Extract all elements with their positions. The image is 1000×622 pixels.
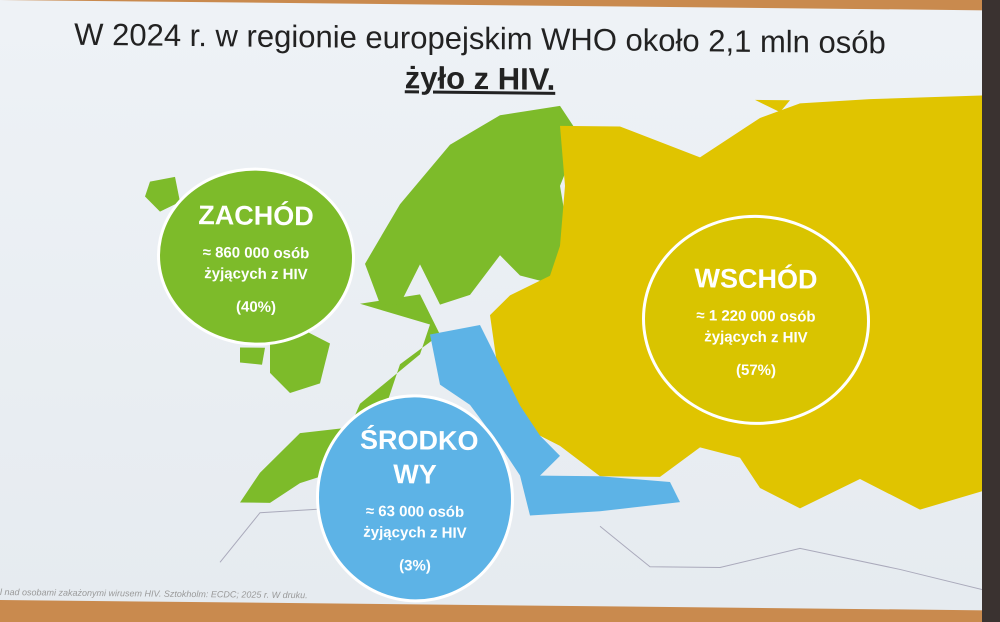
- region-percent: (40%): [235, 297, 276, 316]
- slide-title: W 2024 r. w regionie europejskim WHO oko…: [0, 14, 960, 104]
- central-region: [430, 325, 680, 516]
- region-percent: (3%): [399, 556, 431, 575]
- central-region-circle: ŚRODKO WY ≈ 63 000 osób żyjących z HIV (…: [316, 393, 514, 604]
- region-count: ≈ 63 000 osób: [365, 502, 465, 521]
- region-desc: żyjących z HIV: [204, 264, 308, 283]
- title-line-1: W 2024 r. w regionie europejskim WHO oko…: [74, 16, 886, 61]
- region-percent: (57%): [735, 361, 776, 379]
- west-region-circle: ZACHÓD ≈ 860 000 osób żyjących z HIV (40…: [157, 166, 355, 347]
- west-region: [145, 105, 580, 503]
- region-name: ŚRODKO WY: [360, 424, 479, 490]
- region-name: WSCHÓD: [694, 262, 818, 295]
- region-name: ZACHÓD: [198, 199, 314, 231]
- east-region-circle: WSCHÓD ≈ 1 220 000 osób żyjących z HIV (…: [642, 213, 870, 427]
- other-countries: [219, 507, 985, 591]
- region-count: ≈ 860 000 osób: [202, 243, 310, 262]
- slide: W 2024 r. w regionie europejskim WHO oko…: [0, 0, 985, 611]
- region-count: ≈ 1 220 000 osób: [696, 306, 816, 326]
- region-desc: żyjących z HIV: [363, 523, 467, 542]
- region-desc: żyjących z HIV: [704, 327, 808, 346]
- screen-edge: [982, 0, 1000, 622]
